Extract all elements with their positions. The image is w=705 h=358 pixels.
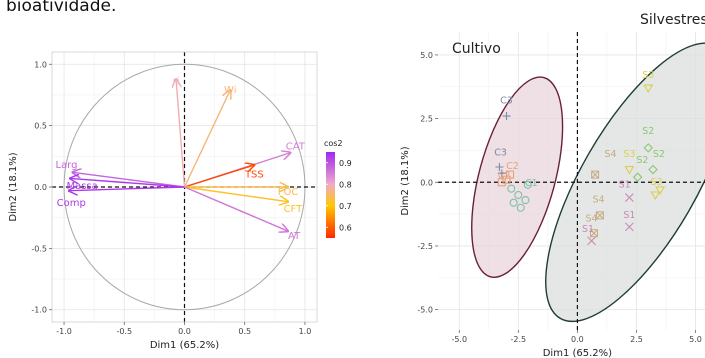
- vector-ri: [176, 79, 186, 188]
- point-label: S3: [623, 149, 635, 160]
- point-c2: [506, 170, 515, 179]
- ellipse-silvestres: [545, 42, 705, 323]
- vector-label: AT: [288, 231, 301, 242]
- x-tick-label: -5.0: [451, 335, 467, 344]
- x-axis-title: Dim1 (65.2%): [543, 348, 612, 358]
- vector-label: ri: [173, 76, 180, 87]
- point-c3: [502, 112, 511, 121]
- x-tick-label: -1.0: [56, 327, 72, 336]
- point-s3: [624, 165, 635, 175]
- x-tick-label: -0.5: [116, 327, 132, 336]
- x-axis-title: Dim1 (65.2%): [150, 340, 219, 351]
- group-label-cultivo: Cultivo: [452, 41, 501, 57]
- y-tick-label: 0.0: [34, 183, 47, 192]
- vector-label: CAT: [286, 142, 306, 153]
- y-tick-label: -2.5: [417, 242, 433, 251]
- vector-at: [184, 186, 289, 231]
- y-tick-label: 5.0: [420, 51, 433, 60]
- legend-tick-label: 0.8: [339, 180, 352, 189]
- x-tick-label: -2.5: [511, 335, 527, 344]
- x-tick-label: 0.5: [238, 327, 251, 336]
- point-c1: [521, 196, 530, 205]
- point-c2: [502, 175, 511, 184]
- vector-label: Larg: [55, 160, 77, 171]
- caption-fragment: bioatividade.: [6, 0, 117, 16]
- point-s4: [591, 170, 600, 179]
- point-label: C3: [500, 95, 513, 106]
- x-tick-label: 2.5: [630, 335, 643, 344]
- y-axis-title: Dim2 (18.1%): [8, 152, 19, 221]
- vector-larg: [72, 172, 185, 188]
- vector-comp: [69, 187, 185, 191]
- vector-massa: [70, 178, 185, 188]
- vector-label: Wi: [224, 85, 236, 96]
- vector-label: FOC: [278, 187, 299, 198]
- point-label: S4: [604, 149, 616, 160]
- point-label: C2: [498, 170, 511, 181]
- point-s3: [655, 186, 666, 196]
- y-tick-label: 2.5: [420, 115, 433, 124]
- x-tick-label: 0.0: [178, 327, 191, 336]
- y-tick-label: -5.0: [417, 306, 433, 315]
- point-c1: [514, 190, 523, 200]
- point-label: S3: [651, 177, 663, 188]
- legend-tick-label: 0.9: [339, 159, 352, 168]
- legend-tick-label: 0.6: [339, 223, 352, 232]
- point-s2: [632, 172, 643, 182]
- point-s2: [648, 164, 658, 175]
- vector-label: Massa: [66, 181, 97, 192]
- point-s1: [625, 222, 634, 232]
- point-s1: [587, 236, 596, 246]
- vector-label: TSS: [244, 170, 264, 181]
- legend-colorbar: [326, 152, 335, 238]
- point-c1: [507, 184, 516, 193]
- vector-cft: [184, 186, 289, 202]
- point-label: S2: [653, 149, 665, 160]
- legend-tick-label: 0.7: [339, 202, 352, 211]
- point-s4: [589, 229, 598, 238]
- point-s1: [625, 193, 634, 202]
- group-label-silvestres: Silvestres: [640, 12, 705, 28]
- point-label: C3: [494, 147, 507, 158]
- y-tick-label: -1.0: [31, 306, 47, 315]
- point-c2: [497, 178, 506, 187]
- point-label: S4: [586, 214, 598, 225]
- point-c3: [497, 169, 506, 178]
- y-tick-label: -0.5: [31, 244, 47, 253]
- y-axis-title: Dim2 (18.1%): [400, 146, 411, 215]
- ellipse-cultivo: [471, 76, 564, 278]
- point-s2: [643, 143, 654, 153]
- point-c1: [523, 180, 532, 189]
- vector-wi: [183, 90, 231, 188]
- x-tick-label: 5.0: [689, 335, 702, 344]
- point-label: C1: [525, 178, 538, 189]
- pca-variables-chart: Larg Massa Comp ri Wi CAT TSS FOC CFT AT -1.0 -0.5 0…: [8, 51, 352, 351]
- x-tick-label: 1.0: [299, 327, 312, 336]
- point-c3: [495, 162, 504, 171]
- point-label: S1: [623, 210, 635, 221]
- point-c1: [516, 203, 525, 212]
- point-c1: [509, 198, 518, 207]
- vector-tss: [184, 165, 255, 188]
- point-s3: [650, 191, 661, 201]
- vector-label: CFT: [284, 204, 304, 215]
- point-label: S1: [582, 224, 594, 235]
- point-s4: [595, 211, 604, 220]
- x-tick-label: 0.0: [571, 335, 584, 344]
- legend-title: cos2: [324, 139, 343, 148]
- point-label: C2: [506, 161, 519, 172]
- point-label: S4: [593, 195, 605, 206]
- point-s3: [643, 84, 654, 94]
- y-tick-label: 0.0: [420, 178, 433, 187]
- y-tick-label: 1.0: [34, 60, 47, 69]
- vector-label: Comp: [57, 198, 86, 209]
- point-label: S2: [636, 155, 648, 166]
- point-label: S1: [619, 179, 631, 190]
- point-label: S2: [642, 126, 654, 137]
- point-label: S3: [642, 70, 654, 81]
- y-tick-label: 0.5: [34, 122, 47, 131]
